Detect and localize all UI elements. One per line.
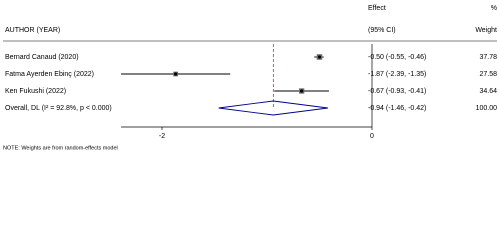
effect-label: -1.87 (-2.39, -1.35): [368, 71, 426, 78]
effect-label: -0.67 (-0.93, -0.41): [368, 88, 426, 95]
forest-plot: AUTHOR (YEAR) Effect (95% CI) % Weight N…: [0, 0, 500, 154]
weight-label: 37.78: [479, 54, 497, 61]
overall-weight-label: 100.00: [476, 105, 498, 112]
background: [0, 0, 500, 154]
overall-effect-label: -0.94 (-1.46, -0.42): [368, 105, 426, 112]
point-estimate: [174, 72, 178, 76]
weight-header: Weight: [475, 27, 497, 34]
point-estimate: [317, 55, 322, 59]
x-tick-label: 0: [370, 133, 374, 140]
effect-header: Effect: [368, 5, 386, 12]
x-tick-label: -2: [159, 133, 165, 140]
note: NOTE: Weights are from random-effects mo…: [3, 145, 118, 151]
weight-header: %: [491, 5, 497, 12]
overall-diamond: [218, 100, 328, 116]
study-label: Bernard Canaud (2020): [5, 54, 79, 61]
weight-label: 34.64: [479, 88, 497, 95]
effect-label: -0.50 (-0.55, -0.46): [368, 54, 426, 61]
weight-label: 27.58: [479, 71, 497, 78]
study-label: Fatma Ayerden Ebinç (2022): [5, 71, 94, 78]
overall-label: Overall, DL (I² = 92.8%, p < 0.000): [5, 105, 112, 112]
point-estimate: [300, 89, 304, 93]
study-header: AUTHOR (YEAR): [5, 27, 60, 34]
study-label: Ken Fukushi (2022): [5, 88, 66, 95]
effect-header: (95% CI): [368, 27, 396, 34]
